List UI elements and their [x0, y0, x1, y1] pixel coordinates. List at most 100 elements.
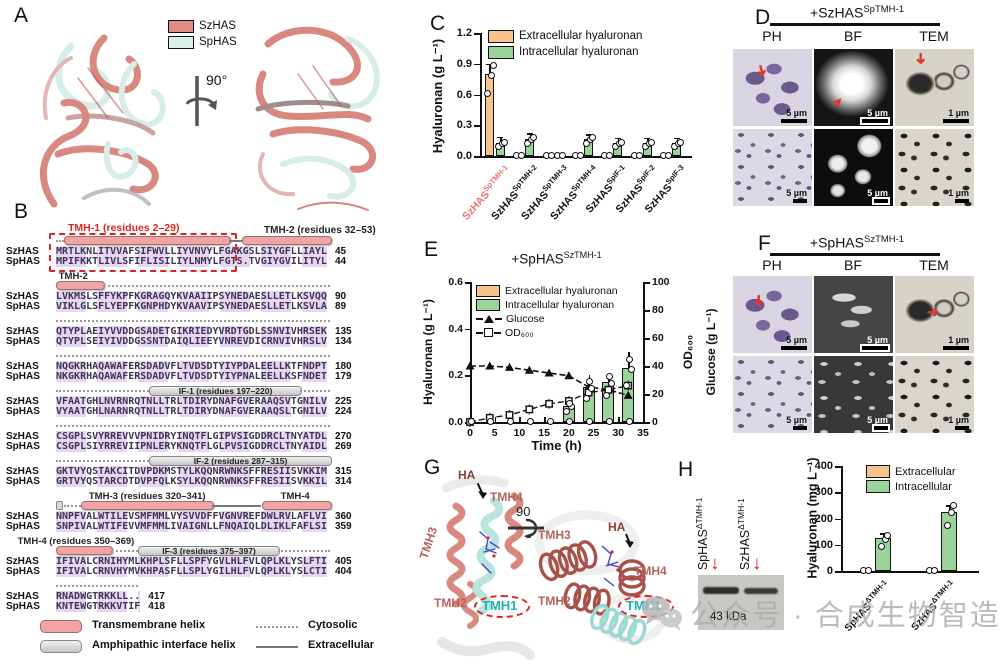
- alignment-row: SzHAS MRTLKNLITVVAFSIFWVLLIYVNVYLFGAKGSLS…: [6, 245, 432, 257]
- gray-segment: IF-1 (residues 197–220): [149, 386, 302, 396]
- sequence-name: SzHAS: [6, 245, 39, 257]
- y-tick: [474, 125, 480, 127]
- legend-label: Intracellular hyaluronan: [505, 299, 615, 311]
- y-axis-left: [470, 282, 472, 424]
- blot-band-2: [744, 588, 778, 594]
- annotation-strip: IF-1 (residues 197–220): [56, 386, 330, 396]
- alignment-row: SpHAS VIKLGLSFLYEPFKGNPHDYKVAAVIPSYNEDAES…: [6, 301, 432, 313]
- sequence-text: VFAATGHLNVRNRQTNLLTRLTDIRYDNAFGVERAAQSVT…: [56, 395, 327, 407]
- alignment-row: SzHAS RNADWGTRKKLL.. 417: [6, 590, 432, 602]
- residue-number: 45: [334, 245, 347, 257]
- micrograph-bf: 5 µm: [814, 129, 893, 206]
- data-point: [558, 152, 566, 159]
- y-tick: [835, 466, 841, 468]
- data-point: [877, 542, 885, 550]
- tmh2-range-label: TMH-2 (residues 32–53): [264, 225, 376, 236]
- sequence-name: SzHAS: [6, 430, 39, 442]
- line-segment: [228, 240, 243, 242]
- alignment-row: SpHAS KNTEWGTRKKVTIF 418: [6, 601, 432, 613]
- extracellular-zero-point: [546, 418, 554, 425]
- residue-number: 315: [334, 465, 352, 477]
- residue-number: 224: [334, 406, 352, 418]
- chart-c-legend: Extracellular hyaluronan Intracellular h…: [488, 28, 642, 60]
- tmh2-helix: [563, 582, 611, 616]
- y-tick: [645, 366, 650, 368]
- intracellular-bar: [941, 511, 957, 571]
- strain-name: +SpHAS: [511, 251, 564, 267]
- helix-range-label: TMH-4 (residues 350–369): [17, 536, 135, 547]
- sequence-text: GRTVYQSTARCDTDVPFQLKSYLKQQNRWNKSFFRESIIS…: [56, 476, 327, 488]
- legend-label: Transmembrane helix: [92, 619, 206, 631]
- legend-label: Cytosolic: [308, 619, 358, 631]
- scale-label: 5 µm: [867, 335, 888, 345]
- sequence-name: SzHAS: [6, 510, 39, 522]
- residue-number: 359: [334, 521, 352, 533]
- sequence-text: NQGKRHAQAWAFERSDADVFLTVDSDTYIYPDALEELLKT…: [56, 360, 327, 372]
- ha-label: HA: [458, 468, 476, 482]
- sequence-name: SpHAS: [6, 521, 40, 533]
- sequence-name: SpHAS: [6, 371, 40, 383]
- strain-superscript: SpTMH-1: [863, 4, 904, 15]
- sequence-text: CSGPLSIYRREVIIPNLERYKNQTFLGLPVSIGDDRCLTN…: [56, 441, 327, 453]
- y-tick: [835, 518, 841, 520]
- data-point: [943, 522, 951, 530]
- legend-label: Intracellular hyaluronan: [519, 46, 639, 58]
- residue-number: 89: [334, 301, 347, 313]
- data-point: [530, 133, 538, 141]
- x-axis: [480, 156, 692, 158]
- panel-c-chart: C Hyaluronan (g L⁻¹) Extracellular hyalu…: [424, 6, 712, 238]
- amphipathic-helix-swatch: [40, 640, 82, 653]
- column-header-tem: TEM: [919, 257, 949, 273]
- micrograph-tem: 1 µm ➜: [895, 276, 974, 353]
- scale-label: 5 µm: [867, 108, 888, 118]
- x-tick-label: 35: [637, 427, 649, 439]
- alignment-row: SzHAS NNPFVALWTILEVSMFMMLVYSVVDFFVGNVREFD…: [6, 510, 432, 522]
- y-tick: [474, 63, 480, 66]
- alignment-row: SzHAS LVKMSLSFFYKPFKGRAGQYKVAAIIPSYNEDAES…: [6, 290, 432, 302]
- sequence-name: SzHAS: [6, 590, 39, 602]
- pink-segment: [242, 236, 332, 245]
- alignment-row: SzHAS QTYPLAEIYVVDDGSADETGIKRIEDYVRDTGDLS…: [6, 325, 432, 337]
- dot-segment: [56, 425, 330, 427]
- y-axis: [480, 33, 482, 158]
- data-point: [566, 400, 574, 408]
- dot-segment: [56, 240, 65, 242]
- data-point: [864, 567, 872, 574]
- sequence-text: GKTVYQSTAKCITDVPDKMSTYLKQQNRWNKSFFRESIIS…: [56, 465, 327, 477]
- extracellular-zero-point: [487, 418, 495, 425]
- y-tick: [645, 338, 650, 340]
- scale-label: 1 µm: [948, 335, 969, 345]
- residue-number: 225: [334, 395, 352, 407]
- y-tick-label: 40: [652, 360, 664, 372]
- sequence-text: NNPFVALWTILEVSMFMMLVYSVVDFFVGNVREFDWLRVL…: [56, 510, 327, 522]
- y-tick-label: 0.0: [448, 416, 463, 428]
- micrograph-bf: 5 µm: [814, 276, 893, 353]
- data-point: [583, 139, 590, 147]
- pink-segment: [80, 501, 215, 510]
- data-point: [577, 152, 584, 159]
- y-tick: [465, 282, 470, 284]
- red-arrow-icon: ▲: [827, 89, 850, 113]
- error-bar: [489, 63, 491, 74]
- residue-number: 270: [334, 430, 352, 442]
- y-tick: [835, 544, 841, 547]
- sequence-text: KNTEWGTRKKVTIF: [56, 601, 141, 613]
- sequence-text: QTYPLSEIYIVDDGSSNTDAIQLIEEYVNREVDICRNVIV…: [56, 336, 327, 348]
- extracellular-zero-point: [526, 418, 534, 425]
- data-point: [489, 61, 497, 69]
- x-axis-label: Time (h): [531, 438, 582, 453]
- residue-number: 405: [334, 555, 352, 567]
- x-tick: [643, 417, 645, 422]
- legend-label: Extracellular: [308, 639, 375, 651]
- tmh1-highlight-ellipse: [474, 595, 530, 618]
- pink-segment: [56, 546, 113, 555]
- annotation-label-row: TMH-4 (residues 350–369): [6, 536, 432, 547]
- data-point: [930, 567, 938, 574]
- data-point: [602, 391, 610, 399]
- sequence-name: SzHAS: [6, 290, 39, 302]
- residue-number: 404: [334, 566, 352, 578]
- pink-segment: [56, 281, 105, 290]
- scale-label: 5 µm: [786, 415, 807, 425]
- helix-range-label: TMH-4: [280, 491, 310, 502]
- wechat-logo-icon: [642, 596, 682, 631]
